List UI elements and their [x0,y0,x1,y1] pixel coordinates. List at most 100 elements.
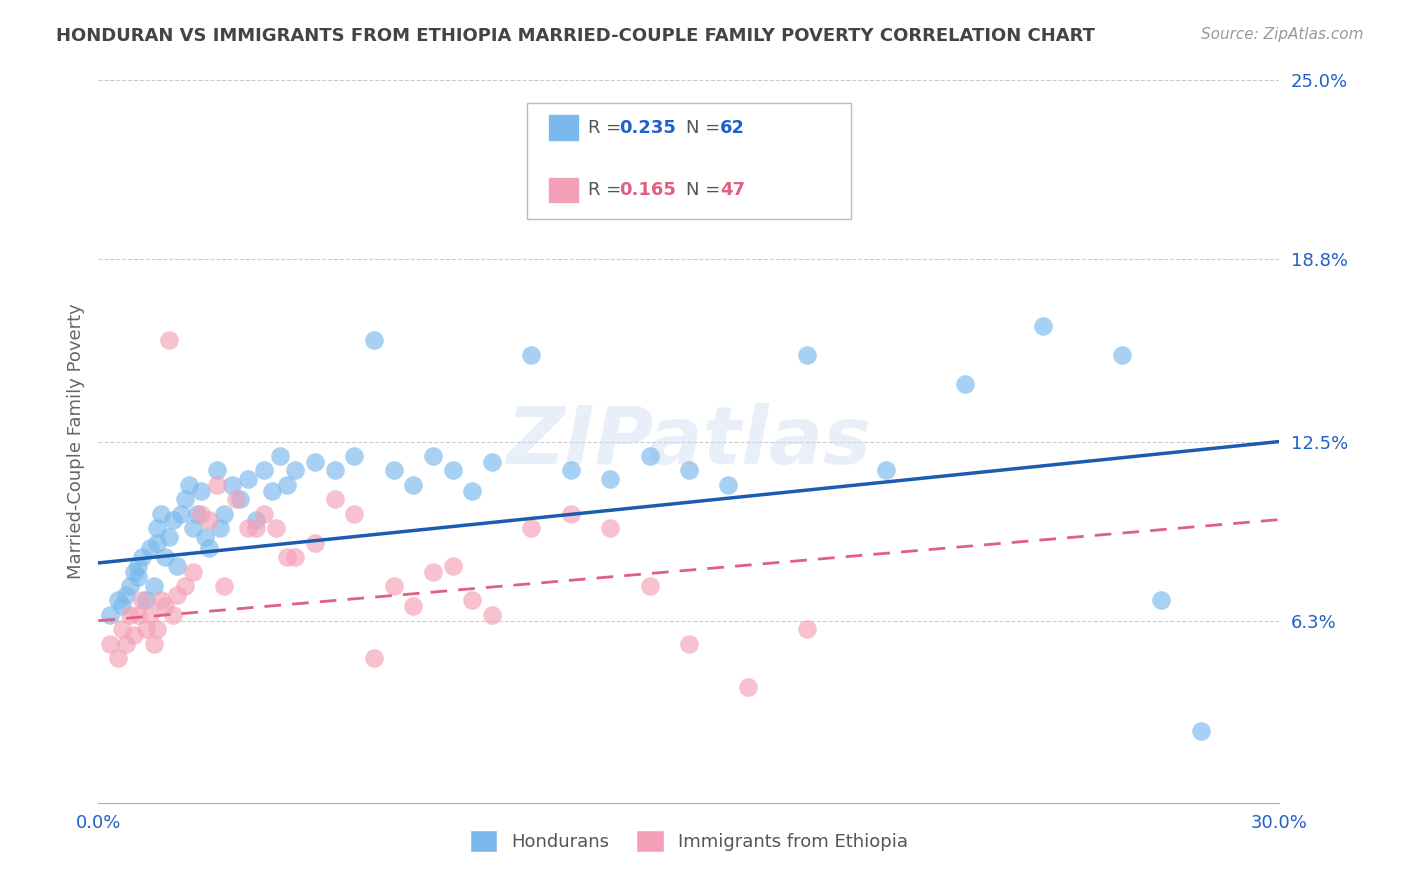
Point [115,588,138,602]
Point [638,579,661,593]
Point [638,449,661,463]
Point [363,334,385,348]
Point [122,628,145,642]
Point [197,541,219,556]
Text: 47: 47 [720,181,745,199]
Point [481,455,503,469]
Point [481,607,503,622]
Point [284,463,307,477]
Text: 0.165: 0.165 [619,181,675,199]
Text: Source: ZipAtlas.com: Source: ZipAtlas.com [1201,27,1364,42]
Y-axis label: Married-Couple Family Poverty: Married-Couple Family Poverty [66,303,84,580]
Point [214,579,236,593]
Point [441,463,464,477]
Point [796,623,818,637]
Point [560,463,582,477]
Point [441,558,464,573]
Point [127,558,149,573]
Point [146,521,169,535]
Point [205,463,228,477]
Point [131,550,153,565]
Point [245,512,267,526]
Point [363,651,385,665]
Point [166,588,188,602]
Text: N =: N = [686,119,725,136]
Point [422,565,444,579]
Point [717,478,740,492]
Point [599,472,621,486]
Point [304,455,326,469]
Point [155,599,177,614]
Point [209,521,232,535]
Text: ZIPatlas: ZIPatlas [506,402,872,481]
Point [98,607,121,622]
Text: R =: R = [588,119,627,136]
Point [245,521,267,535]
Point [131,593,153,607]
Point [402,478,425,492]
Point [118,579,141,593]
Point [155,550,177,565]
Point [186,507,208,521]
Point [197,512,219,526]
Point [422,449,444,463]
Text: HONDURAN VS IMMIGRANTS FROM ETHIOPIA MARRIED-COUPLE FAMILY POVERTY CORRELATION C: HONDURAN VS IMMIGRANTS FROM ETHIOPIA MAR… [56,27,1095,45]
Point [174,579,197,593]
Point [162,607,184,622]
Point [264,521,287,535]
Point [194,530,217,544]
Point [162,512,184,526]
Point [122,565,145,579]
Point [520,348,543,362]
Point [260,483,283,498]
Point [461,593,484,607]
Point [111,599,134,614]
Legend: Hondurans, Immigrants from Ethiopia: Hondurans, Immigrants from Ethiopia [463,822,915,859]
Point [146,623,169,637]
Point [166,558,188,573]
Text: R =: R = [588,181,627,199]
Point [875,463,897,477]
Point [323,463,346,477]
Point [150,507,173,521]
Point [190,483,212,498]
Point [157,530,180,544]
Point [181,521,204,535]
Point [678,463,700,477]
Point [796,348,818,362]
Text: 62: 62 [720,119,745,136]
Point [138,607,160,622]
Point [142,579,165,593]
Point [127,607,149,622]
Point [181,565,204,579]
Point [520,521,543,535]
Point [190,507,212,521]
Point [107,651,129,665]
Point [953,376,976,391]
Point [1032,318,1054,333]
Text: 0.235: 0.235 [619,119,675,136]
Point [135,623,157,637]
Point [146,535,169,549]
Point [142,637,165,651]
Point [343,507,366,521]
Point [236,521,259,535]
Point [276,478,298,492]
Point [560,507,582,521]
Point [1150,593,1173,607]
Point [1189,723,1212,738]
Text: N =: N = [686,181,725,199]
Point [225,492,247,507]
Point [1111,348,1133,362]
Point [402,599,425,614]
Point [221,478,243,492]
Point [236,472,259,486]
Point [135,593,157,607]
Point [737,680,759,694]
Point [138,541,160,556]
Point [157,334,180,348]
Point [284,550,307,565]
Point [253,463,276,477]
Point [205,478,228,492]
Point [170,507,193,521]
